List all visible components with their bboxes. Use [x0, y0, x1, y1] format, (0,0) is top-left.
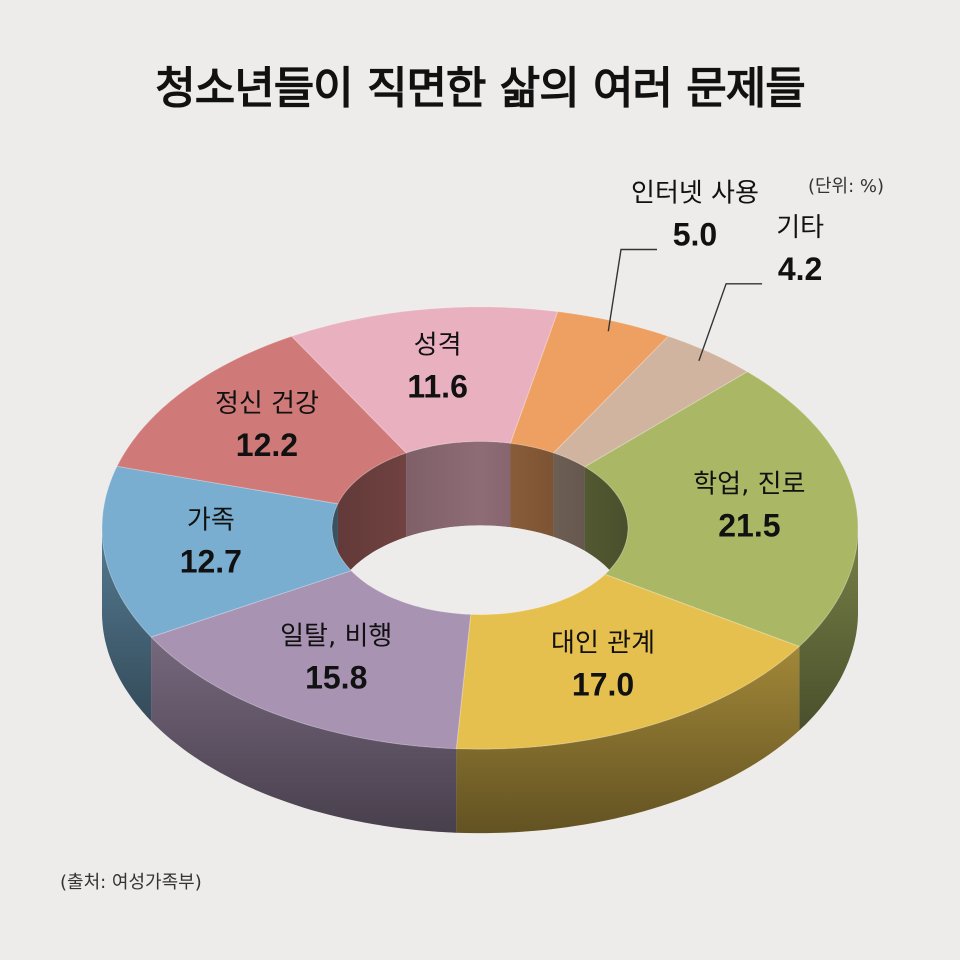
slice-label: 학업, 진로 — [693, 470, 805, 500]
donut-inner-wall — [332, 441, 628, 615]
slice-top — [290, 306, 559, 454]
slice-side-shade — [799, 528, 858, 731]
slice-top — [116, 335, 408, 505]
slice-label: 성격 — [414, 330, 462, 360]
leader-line — [607, 248, 657, 332]
slice-label: 기타 — [776, 213, 824, 243]
slice-side-shade — [456, 646, 800, 834]
donut-top — [101, 306, 859, 750]
slice-top — [583, 371, 859, 648]
slice-value: 5.0 — [673, 217, 717, 253]
slice-label: 대인 관계 — [551, 628, 655, 658]
slice-label: 인터넷 사용 — [631, 179, 759, 209]
slice-label: 정신 건강 — [215, 389, 319, 419]
leader-line — [698, 283, 763, 362]
slice-top — [101, 465, 353, 638]
slice-top — [150, 570, 472, 750]
slice-value: 11.6 — [407, 368, 468, 404]
slice-side-shade — [102, 528, 152, 721]
slice-label: 가족 — [187, 505, 235, 535]
inner-wall-shade — [332, 441, 628, 612]
unit-label: (단위: %) — [807, 176, 884, 197]
slice-labels: 학업, 진로 21.5 대인 관계 17.0 일탈, 비행 15.8 가족 12.7 정신 건강… — [180, 179, 824, 703]
slice-value: 21.5 — [718, 508, 780, 544]
slice-top — [552, 335, 749, 468]
leader-lines — [607, 248, 763, 362]
slice-value: 17.0 — [572, 666, 634, 702]
donut-hole — [332, 525, 628, 615]
slice-value: 12.2 — [236, 427, 298, 463]
slice-top — [455, 573, 801, 750]
page-title: 청소년들이 직면한 삶의 여러 문제들 — [155, 63, 805, 114]
slice-top — [509, 311, 670, 454]
slice-value: 15.8 — [305, 659, 367, 695]
slice-value: 12.7 — [180, 543, 242, 579]
slice-value: 4.2 — [778, 251, 822, 287]
source-note: (출처: 여성가족부) — [60, 872, 202, 893]
donut-sides — [102, 528, 858, 834]
slice-label: 일탈, 비행 — [280, 621, 392, 651]
slice-side-shade — [151, 637, 457, 833]
